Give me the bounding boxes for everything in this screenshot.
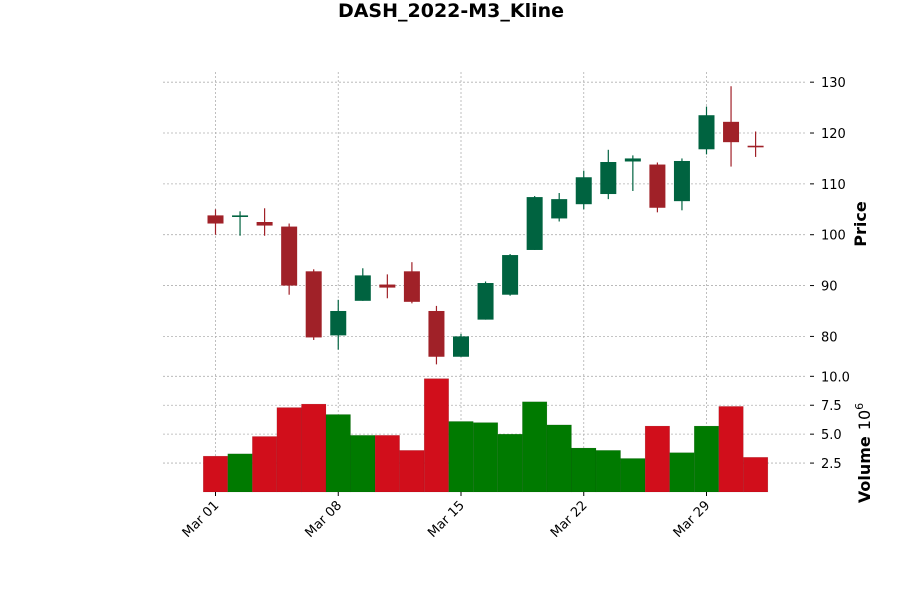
candle-body (403, 271, 420, 302)
candle-body (453, 336, 469, 357)
candle-body (551, 199, 568, 219)
volume-tick-label: 7.5 (821, 399, 842, 414)
volume-bar (374, 435, 400, 493)
volume-bar (497, 433, 523, 493)
volume-bar (252, 436, 278, 493)
price-tick-label: 120 (821, 127, 846, 142)
volume-tick-label: 10.0 (821, 370, 850, 385)
volume-bar (448, 421, 474, 493)
volume-bar (522, 401, 548, 493)
volume-axis-exponent-base: 10 (855, 410, 874, 430)
volume-bar (718, 406, 744, 493)
price-tick-label: 80 (821, 330, 838, 345)
x-tick-label: Mar 22 (548, 498, 591, 541)
candle-body (624, 158, 641, 162)
candle-body (747, 145, 764, 148)
chart-title: DASH_2022-M3_Kline (338, 0, 564, 22)
price-axis-label: Price (851, 201, 870, 247)
candle-body (305, 271, 322, 338)
candle-body (502, 255, 519, 295)
volume-bar (473, 422, 499, 493)
volume-bar (693, 425, 720, 493)
volume-bar (301, 403, 327, 493)
volume-bar (571, 447, 597, 493)
volume-panel: 2.5 5.0 7.5 10.0 (163, 370, 850, 493)
candle-body (256, 222, 273, 226)
volume-bar (399, 450, 425, 493)
candle-body (428, 310, 445, 357)
candle-body (575, 177, 592, 205)
volume-tick-label: 2.5 (821, 457, 842, 472)
candle-body (723, 121, 740, 143)
x-axis: Mar 01 Mar 08 Mar 15 Mar 22 Mar 29 (180, 492, 714, 541)
volume-bar (276, 407, 302, 493)
volume-bar (202, 455, 229, 493)
x-tick-label: Mar 01 (180, 498, 223, 541)
candle-body (354, 275, 371, 301)
volume-bar (423, 378, 449, 493)
volume-bar (595, 450, 621, 493)
x-tick-label: Mar 29 (671, 498, 714, 541)
candle-body (207, 215, 224, 224)
volume-bar (546, 424, 572, 493)
price-tick-label: 130 (821, 76, 846, 91)
volume-bar (620, 458, 646, 493)
candle-body (600, 162, 617, 195)
price-tick-label: 90 (821, 280, 838, 295)
candle-body (232, 215, 249, 217)
volume-axis-label-text: Volume (855, 436, 874, 503)
volume-bar (669, 452, 695, 493)
price-tick-label: 110 (821, 178, 846, 193)
candle-body (379, 284, 396, 288)
candle-body (330, 310, 347, 336)
volume-axis-label: Volume 106 (853, 403, 874, 503)
volume-bar (227, 453, 253, 493)
volume-axis-exponent-power: 6 (853, 403, 866, 410)
candle-body (649, 164, 666, 208)
x-tick-label: Mar 15 (425, 498, 468, 541)
price-tick-label: 100 (821, 229, 846, 244)
volume-bar (350, 435, 376, 493)
volume-tick-label: 5.0 (821, 428, 842, 443)
candle-body (281, 226, 298, 286)
x-tick-label: Mar 08 (303, 498, 346, 541)
candle-body (526, 197, 543, 250)
volume-bar (644, 425, 670, 493)
candle-body (673, 160, 690, 202)
volume-bar (743, 457, 769, 493)
price-panel: 80 90 100 110 120 130 (163, 72, 846, 372)
candle-body (477, 283, 494, 320)
candle-body (698, 115, 715, 150)
volume-bar (325, 414, 351, 493)
